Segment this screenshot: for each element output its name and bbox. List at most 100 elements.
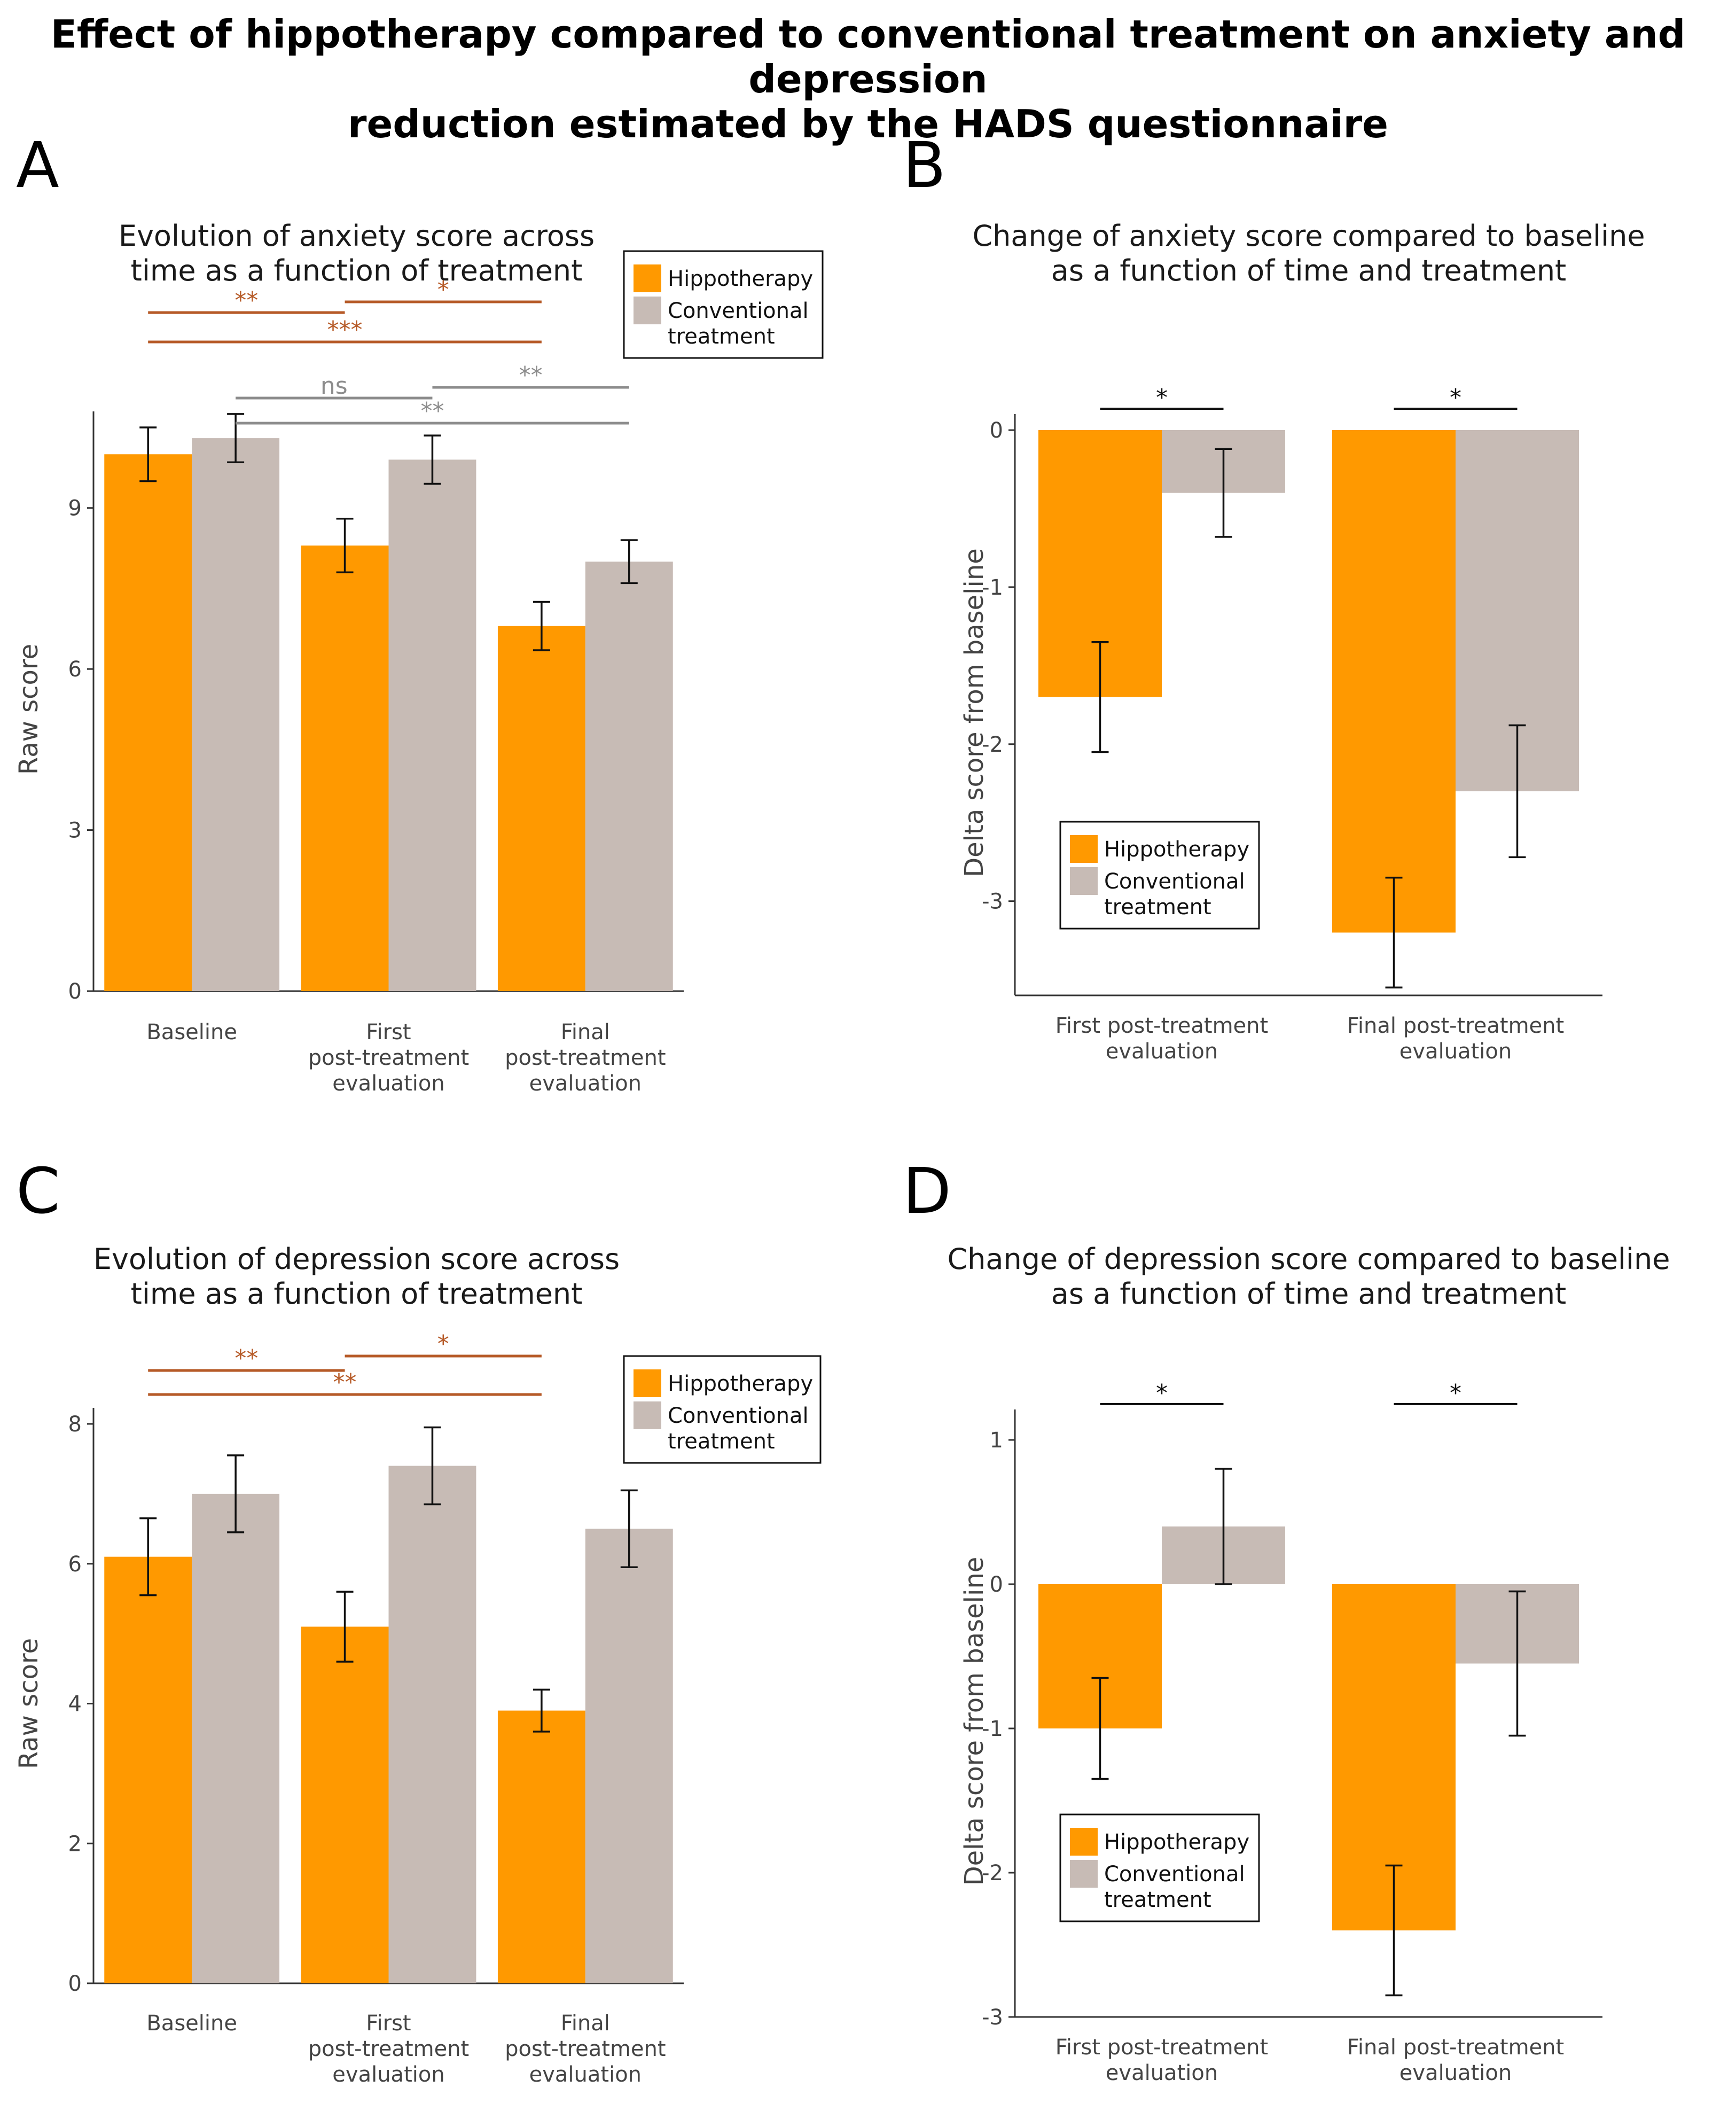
legend-label: treatment xyxy=(1104,1888,1211,1912)
significance-label: * xyxy=(1156,1380,1168,1407)
significance-label: * xyxy=(1156,384,1168,411)
panel-c-depression-raw-chart: C Evolution of depression score across tim… xyxy=(0,1133,868,2111)
y-tick-label: 6 xyxy=(68,1552,82,1577)
significance-label: * xyxy=(437,1330,449,1358)
y-tick-label: -2 xyxy=(982,1861,1003,1886)
significance-label: * xyxy=(437,276,449,303)
y-tick-label: 9 xyxy=(68,496,82,521)
y-tick-label: -3 xyxy=(982,890,1003,914)
y-axis-label: Raw score xyxy=(14,644,44,775)
panel-b-anxiety-delta-chart: B Change of anxiety score compared to bas… xyxy=(868,107,1736,1122)
y-tick-label: 0 xyxy=(68,1972,82,1996)
chart-title-line: Change of anxiety score compared to base… xyxy=(972,219,1645,253)
chart-svg: B Change of anxiety score compared to bas… xyxy=(903,128,1645,1064)
bar-hippotherapy xyxy=(497,1710,585,1983)
legend-label: Conventional xyxy=(668,299,809,323)
y-tick-label: 1 xyxy=(990,1428,1003,1453)
y-tick-label: 0 xyxy=(990,418,1003,443)
legend-label: Conventional xyxy=(1104,1862,1245,1887)
chart-title-line: as a function of time and treatment xyxy=(1051,254,1566,287)
y-tick-label: 3 xyxy=(68,819,82,843)
x-category-label: evaluation xyxy=(529,2062,642,2087)
panel-letter: C xyxy=(16,1154,60,1228)
bar-hippotherapy xyxy=(497,626,585,991)
bar-conventional xyxy=(585,1529,673,1983)
legend-label: Hippotherapy xyxy=(1104,1830,1249,1855)
y-tick-label: -2 xyxy=(982,733,1003,757)
y-tick-label: 0 xyxy=(68,979,82,1004)
x-category-label: Final xyxy=(561,1020,610,1045)
significance-label: ** xyxy=(519,362,543,389)
chart-title-line: Evolution of depression score across xyxy=(93,1242,620,1276)
legend-label: Conventional xyxy=(668,1404,809,1428)
x-category-label: First post-treatment xyxy=(1055,1014,1268,1038)
chart-title-line: as a function of time and treatment xyxy=(1051,1277,1566,1311)
y-tick-label: 8 xyxy=(68,1412,82,1437)
panel-a-anxiety-raw-chart: A Evolution of anxiety score across time a… xyxy=(0,107,868,1122)
y-axis-label: Delta score from baseline xyxy=(959,548,989,877)
x-category-label: First xyxy=(366,2011,411,2036)
bar-hippotherapy xyxy=(301,1626,389,1983)
significance-label: ns xyxy=(320,372,348,400)
significance-label: * xyxy=(1450,384,1461,411)
panel-d-depression-delta-chart: D Change of depression score compared to … xyxy=(868,1133,1736,2111)
x-category-label: post-treatment xyxy=(308,1046,469,1070)
x-category-label: evaluation xyxy=(332,2062,444,2087)
significance-label: ** xyxy=(234,1345,258,1372)
chart-title-line: Evolution of anxiety score across xyxy=(119,219,595,253)
panel-letter: A xyxy=(16,128,59,202)
legend-label: treatment xyxy=(668,1429,775,1454)
significance-label: ** xyxy=(420,398,444,425)
legend-label: Hippotherapy xyxy=(1104,837,1249,862)
figure-title-line-1: Effect of hippotherapy compared to conve… xyxy=(50,12,1686,102)
legend-swatch-conventional xyxy=(634,297,661,324)
bar-conventional xyxy=(192,438,280,991)
bar-hippotherapy xyxy=(301,546,389,991)
legend-swatch-conventional xyxy=(1070,1860,1098,1888)
x-category-label: Final xyxy=(561,2011,610,2036)
panel-letter: B xyxy=(903,128,946,202)
significance-label: ** xyxy=(234,287,258,314)
chart-title-line: Change of depression score compared to b… xyxy=(947,1242,1670,1276)
significance-label: * xyxy=(1450,1380,1461,1407)
bar-hippotherapy xyxy=(1332,430,1456,933)
significance-label: *** xyxy=(327,316,363,344)
x-category-label: evaluation xyxy=(529,1071,642,1096)
y-tick-label: 4 xyxy=(68,1692,82,1717)
x-category-label: Baseline xyxy=(146,2011,237,2036)
bar-hippotherapy xyxy=(104,454,192,991)
x-category-label: post-treatment xyxy=(505,1046,666,1070)
legend-swatch-hippotherapy xyxy=(1070,1828,1098,1856)
bar-conventional xyxy=(388,459,476,991)
legend-swatch-hippotherapy xyxy=(634,264,661,292)
bar-conventional xyxy=(388,1466,476,1983)
x-category-label: First xyxy=(366,1020,411,1045)
y-tick-label: -3 xyxy=(982,2005,1003,2030)
x-category-label: evaluation xyxy=(1399,2061,1512,2085)
legend-label: treatment xyxy=(1104,895,1211,920)
y-tick-label: 2 xyxy=(68,1832,82,1856)
legend-swatch-hippotherapy xyxy=(1070,835,1098,863)
bar-hippotherapy xyxy=(104,1556,192,1983)
legend-label: Hippotherapy xyxy=(668,267,813,291)
chart-svg: D Change of depression score compared to … xyxy=(903,1154,1670,2085)
chart-title-line: time as a function of treatment xyxy=(131,254,583,287)
panel-letter: D xyxy=(903,1154,951,1228)
bar-conventional xyxy=(585,562,673,991)
bar-conventional xyxy=(192,1493,280,1983)
legend-swatch-conventional xyxy=(634,1401,661,1429)
x-category-label: Baseline xyxy=(146,1020,237,1045)
chart-svg: C Evolution of depression score acrosstim… xyxy=(14,1154,822,2087)
figure-title: Effect of hippotherapy compared to conve… xyxy=(0,12,1736,146)
x-category-label: Final post-treatment xyxy=(1347,2035,1564,2060)
y-axis-label: Raw score xyxy=(14,1638,44,1769)
figure-title-line-2: reduction estimated by the HADS question… xyxy=(348,102,1388,146)
y-tick-label: 6 xyxy=(68,657,82,682)
x-category-label: post-treatment xyxy=(505,2037,666,2061)
chart-title-line: time as a function of treatment xyxy=(131,1277,583,1311)
y-axis-label: Delta score from baseline xyxy=(959,1557,989,1886)
y-tick-label: -1 xyxy=(982,1717,1003,1741)
x-category-label: evaluation xyxy=(332,1071,444,1096)
legend-label: Hippotherapy xyxy=(668,1372,813,1396)
